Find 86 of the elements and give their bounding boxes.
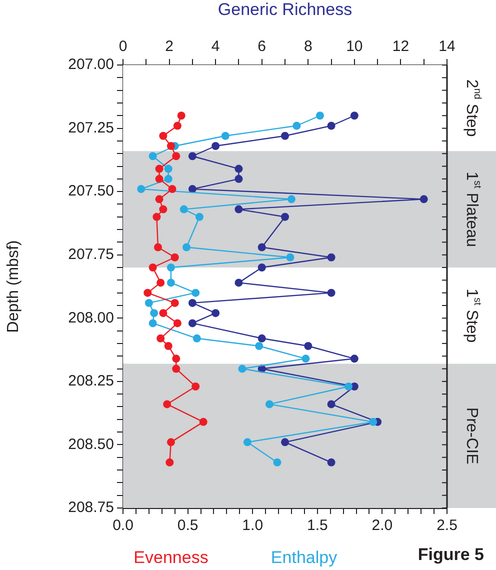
x2-tick-label: 10 <box>346 38 363 56</box>
point <box>287 195 296 204</box>
y-tick-label: 207.25 <box>68 119 114 136</box>
x2-tick-label: 8 <box>304 38 312 56</box>
point <box>286 253 294 262</box>
point <box>163 400 172 408</box>
point <box>192 288 200 297</box>
point <box>144 288 152 297</box>
text: Evenness <box>134 548 208 567</box>
x-tick-label: 2.0 <box>372 517 393 534</box>
point <box>292 122 301 130</box>
point <box>156 278 165 287</box>
point <box>172 364 180 373</box>
point <box>173 122 182 130</box>
x2-tick-label: 4 <box>211 38 220 56</box>
point <box>273 458 282 466</box>
point <box>164 174 172 183</box>
x2-tick-label: 0 <box>118 38 128 56</box>
point <box>170 298 179 307</box>
point <box>265 400 274 408</box>
point <box>159 132 168 140</box>
point <box>221 132 230 140</box>
point <box>166 264 175 272</box>
point <box>192 382 200 390</box>
point <box>166 438 175 446</box>
point <box>150 309 158 318</box>
point <box>192 334 201 342</box>
x-tick-label: 1.0 <box>242 517 264 534</box>
point <box>152 212 161 221</box>
point <box>238 364 246 373</box>
y-tick-label: 208.75 <box>68 499 114 516</box>
point <box>148 264 157 272</box>
x2-tick-label: 2 <box>165 38 174 56</box>
x-tick-label: 0.0 <box>112 517 134 534</box>
x2-tick-label: 6 <box>258 38 266 56</box>
y-tick-label: 208.25 <box>68 372 114 390</box>
y-axis-title: Depth (mbsf) <box>5 240 22 333</box>
point <box>137 185 146 194</box>
point <box>243 438 252 446</box>
text: Enthalpy <box>270 548 338 567</box>
point <box>255 342 264 350</box>
point <box>155 174 164 183</box>
point <box>170 253 179 262</box>
x-tick-label: 2.5 <box>436 517 458 534</box>
band-label: 1st Step <box>463 288 482 343</box>
point <box>164 342 172 350</box>
point <box>164 164 172 173</box>
point <box>166 278 175 287</box>
point <box>173 319 182 328</box>
point <box>159 309 168 318</box>
y-tick-label: 207.75 <box>68 246 114 263</box>
x-tick-label: 0.5 <box>177 517 198 534</box>
point <box>199 418 208 426</box>
point <box>148 319 157 328</box>
band-label: Pre-CIE <box>463 407 480 464</box>
point <box>155 164 164 173</box>
y-tick-label: 208.50 <box>68 436 114 453</box>
point <box>302 354 310 363</box>
point <box>166 458 174 466</box>
point <box>155 195 164 204</box>
point <box>344 382 353 390</box>
caption: Figure 5 <box>418 545 484 564</box>
band-label: 2nd Step <box>463 79 482 137</box>
point <box>172 152 180 160</box>
point <box>369 418 378 426</box>
x-tick-label: 1.5 <box>306 517 328 534</box>
point <box>180 205 188 214</box>
point <box>148 152 157 160</box>
point <box>182 243 191 252</box>
x2-tick-label: 12 <box>392 38 410 56</box>
point <box>144 298 153 307</box>
point <box>166 142 175 150</box>
x2-axis-title: Generic Richness <box>218 0 352 19</box>
point <box>316 112 324 120</box>
x2-tick-label: 14 <box>438 38 456 56</box>
y-tick-label: 207.50 <box>68 182 114 200</box>
point <box>159 205 168 214</box>
point <box>154 243 162 252</box>
point <box>168 185 176 194</box>
y-tick-label: 207.00 <box>68 56 114 74</box>
point <box>156 334 165 342</box>
point <box>177 112 186 120</box>
point <box>172 354 180 363</box>
y-tick-label: 208.00 <box>68 309 114 326</box>
point <box>195 212 204 221</box>
band-label: 1st Plateau <box>463 172 482 247</box>
